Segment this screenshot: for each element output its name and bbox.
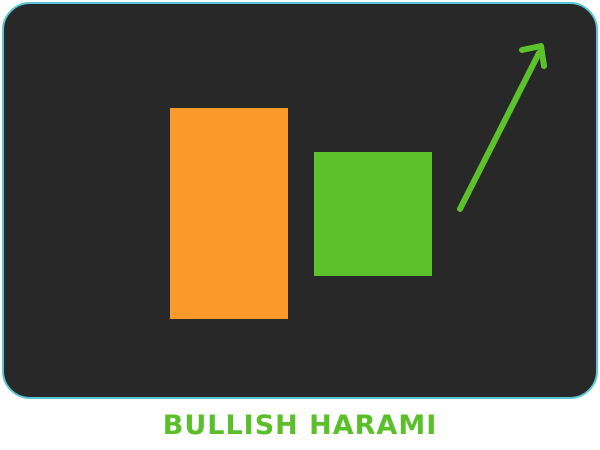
bullish-candle [314,152,432,276]
pattern-title: BULLISH HARAMI [162,410,438,441]
bearish-candle [170,108,288,319]
pattern-panel [2,2,598,399]
